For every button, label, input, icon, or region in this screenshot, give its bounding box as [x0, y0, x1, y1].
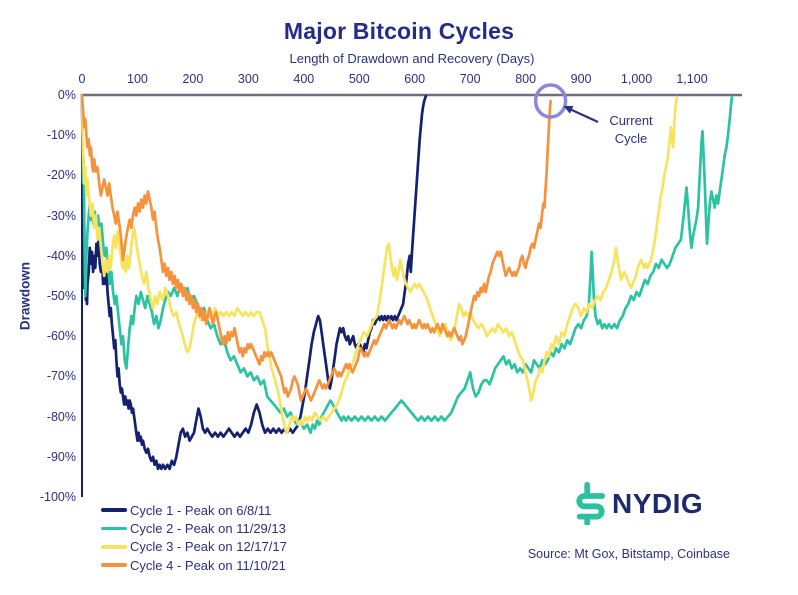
annotation-line-2: Cycle [614, 131, 648, 146]
y-tick-label: -90% [46, 449, 76, 464]
legend-item: Cycle 3 - Peak on 12/17/17 [101, 538, 287, 556]
x-axis-title: Length of Drawdown and Recovery (Days) [289, 51, 535, 66]
legend-label: Cycle 2 - Peak on 11/29/13 [130, 520, 286, 536]
annotation-line-1: Current [609, 113, 653, 128]
chart-title: Major Bitcoin Cycles [283, 18, 515, 44]
legend-label: Cycle 3 - Peak on 12/17/17 [130, 539, 287, 555]
nydig-logo: NYDIG [573, 482, 703, 525]
x-tick-label: 400 [293, 72, 315, 86]
x-tick-label: 1,100 [676, 72, 708, 86]
annotation-current-cycle: Current Cycle [596, 112, 666, 148]
x-tick-label: 100 [127, 72, 148, 86]
x-tick-label: 900 [570, 72, 592, 86]
source-note: Source: Mt Gox, Bitstamp, Coinbase [527, 547, 730, 561]
y-tick-label: -50% [46, 289, 76, 303]
y-tick-label: 0% [57, 88, 76, 102]
legend-item: Cycle 2 - Peak on 11/29/13 [101, 519, 287, 537]
x-tick-label: 500 [348, 72, 370, 86]
x-tick-label: 1,000 [620, 72, 653, 86]
nydig-wordmark: NYDIG [612, 487, 704, 519]
legend-item: Cycle 4 - Peak on 11/10/21 [101, 556, 287, 574]
y-tick-label: -40% [46, 248, 76, 263]
x-tick-label: 700 [459, 72, 481, 86]
legend-swatch [101, 544, 127, 549]
legend-swatch [101, 526, 127, 531]
y-tick-label: -30% [46, 208, 76, 223]
x-tick-label: 800 [515, 72, 537, 86]
y-tick-label: -10% [46, 128, 76, 143]
legend-swatch [101, 508, 127, 513]
legend: Cycle 1 - Peak on 6/8/11 Cycle 2 - Peak … [101, 501, 287, 574]
x-tick-label: 200 [182, 72, 204, 86]
y-tick-label: -80% [46, 409, 76, 424]
legend-swatch [101, 563, 127, 567]
legend-item: Cycle 1 - Peak on 6/8/11 [101, 501, 287, 519]
y-tick-label: -20% [46, 168, 76, 183]
y-tick-label: -100% [39, 490, 76, 504]
y-tick-label: -60% [46, 329, 76, 344]
legend-label: Cycle 1 - Peak on 6/8/11 [130, 502, 272, 518]
x-tick-label: 600 [404, 72, 426, 86]
nydig-dollar-s-icon [576, 482, 606, 525]
legend-label: Cycle 4 - Peak on 11/10/21 [130, 557, 286, 573]
y-tick-label: -70% [46, 369, 76, 384]
x-tick-label: 300 [237, 72, 259, 86]
x-tick-label: 0 [78, 72, 86, 86]
